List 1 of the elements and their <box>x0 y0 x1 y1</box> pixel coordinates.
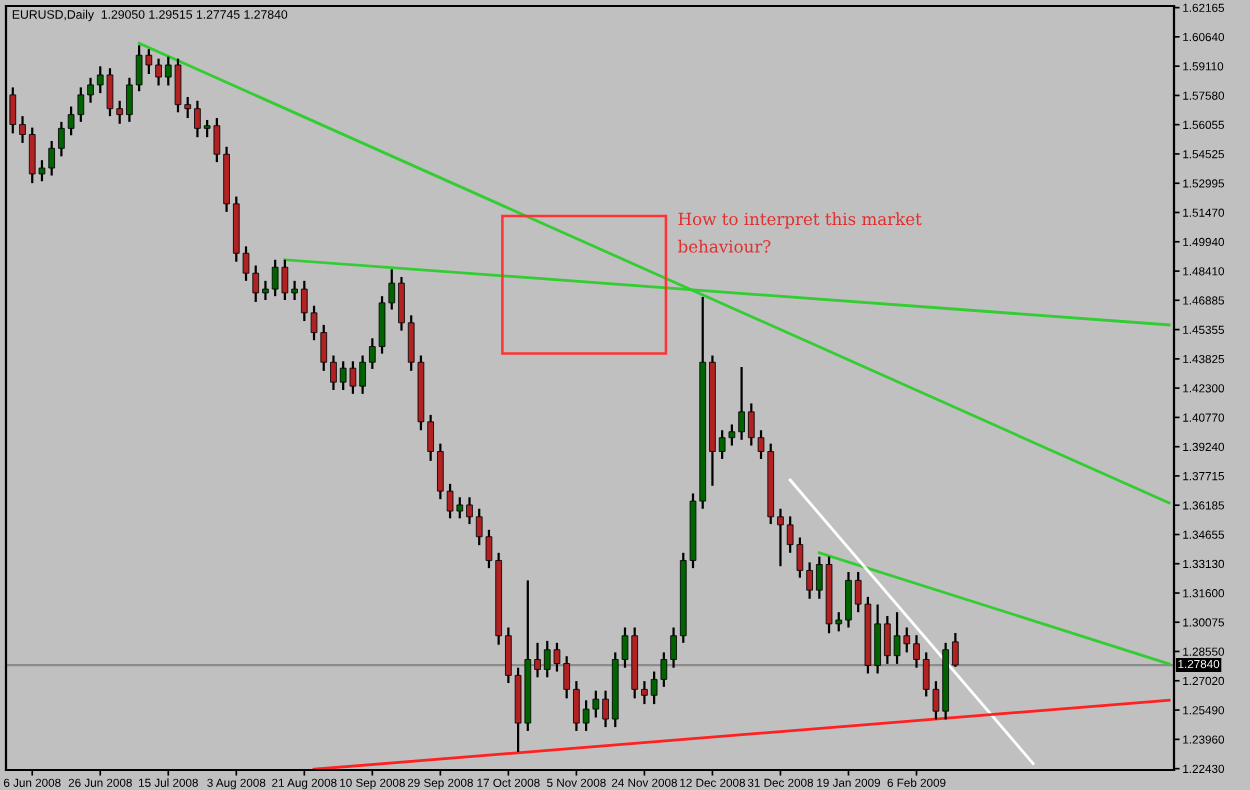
annotation: How to interpret this market behaviour? <box>678 212 922 253</box>
